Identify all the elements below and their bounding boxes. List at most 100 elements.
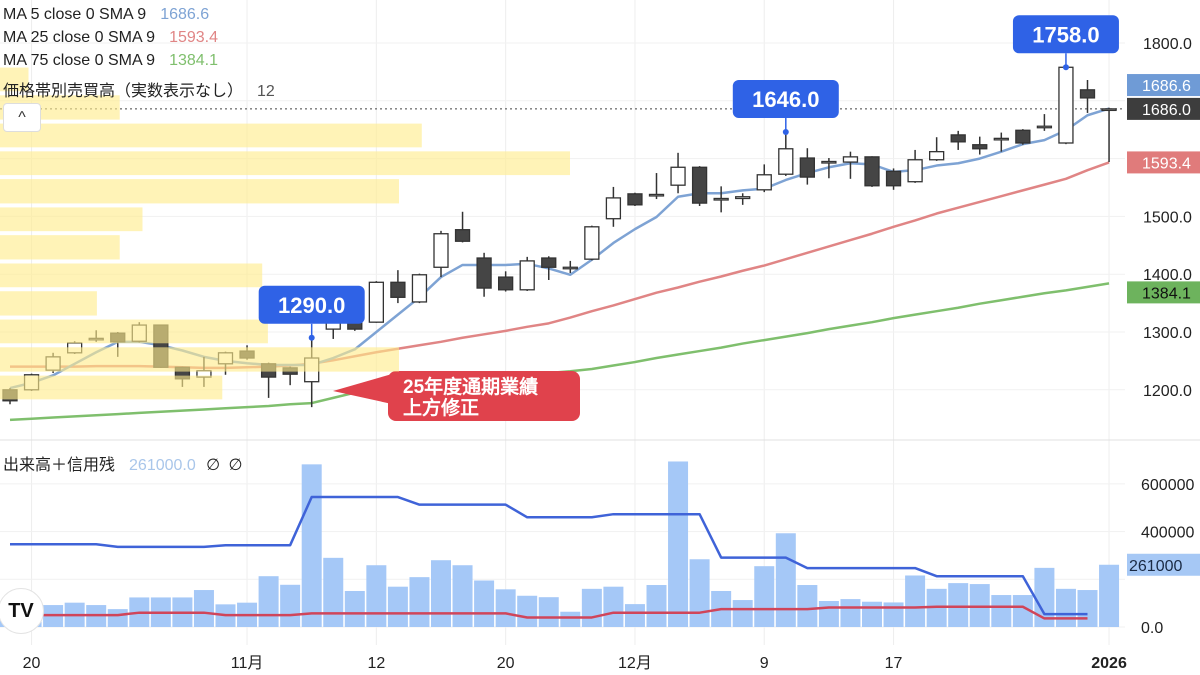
high-price-label: 1290.0 [258, 285, 365, 341]
volume-profile-row [0, 207, 143, 232]
candle-body [648, 193, 665, 197]
candle-body [1058, 66, 1074, 144]
candle-body [368, 281, 385, 323]
candle-body [972, 144, 988, 150]
volume-bar [668, 461, 689, 627]
ma5-line [9, 107, 1110, 390]
legend-ma75-value: 1384.1 [169, 52, 219, 69]
volume-profile-row [0, 67, 29, 92]
time-axis-tick: 12月 [618, 655, 652, 672]
volume-bar [689, 559, 710, 627]
volume-bar [991, 595, 1012, 627]
volume-bar [431, 560, 451, 627]
volume-bar [538, 597, 559, 627]
legend-ma75[interactable]: MA 75 close 0 SMA 9 1384.1 [3, 52, 218, 70]
volume-bar [603, 586, 624, 627]
candle [1101, 107, 1117, 163]
candle [476, 252, 492, 297]
price-tag: 1686.6 [1127, 74, 1200, 97]
time-axis-tick: 20 [23, 655, 41, 672]
price-tag-box [1127, 74, 1200, 97]
candle [735, 193, 751, 205]
candle-body [670, 166, 686, 186]
tradingview-logo[interactable]: TV [0, 588, 44, 634]
callout-pointer [333, 374, 392, 404]
candle [454, 211, 471, 243]
candle-body [1036, 125, 1053, 129]
candle-body [713, 197, 729, 201]
legend-volume-profile[interactable]: 価格帯別売買高（実数表示なし） 12 [3, 77, 275, 101]
candle [842, 151, 859, 179]
price-tag-text: 1686.0 [1142, 102, 1191, 119]
volume-bar [323, 557, 344, 627]
candle-body [1079, 89, 1096, 99]
volume-bar [280, 584, 301, 627]
candle-body [1015, 129, 1031, 144]
volume-bar [474, 580, 495, 627]
candle [1079, 79, 1096, 113]
legend-ma5-label: MA 5 close 0 SMA 9 [3, 6, 147, 23]
callout-box [388, 371, 580, 421]
candle [497, 271, 514, 292]
candle-body [950, 134, 966, 143]
candle [950, 130, 966, 150]
callout-text-line1: 25年度通期業績 [403, 375, 538, 398]
candle [821, 158, 837, 179]
legend-volume-pane[interactable]: 出来高＋信用残 261000.0 ∅ ∅ [3, 451, 243, 475]
high-label-text: 1758.0 [1032, 22, 1099, 47]
candle [972, 136, 988, 155]
volume-bar [1012, 595, 1033, 627]
collapse-legend-button[interactable]: ^ [3, 103, 41, 132]
legend-ma75-label: MA 75 close 0 SMA 9 [3, 52, 156, 69]
volume-bar [344, 590, 365, 627]
chevron-up-icon: ^ [18, 109, 26, 126]
volume-bar [797, 585, 818, 627]
legend-ma25-label: MA 25 close 0 SMA 9 [3, 29, 156, 46]
volume-bar [732, 600, 753, 627]
candle [1036, 114, 1053, 131]
candle [519, 256, 535, 291]
volume-bar [624, 604, 645, 627]
candle [778, 132, 794, 176]
candle-body [993, 137, 1009, 141]
volume-profile-row [0, 291, 97, 316]
candle [1058, 66, 1074, 145]
volume-bar [409, 577, 430, 627]
candle [929, 137, 945, 161]
candle [799, 148, 815, 185]
legend-volume-extra2: ∅ [228, 457, 243, 474]
candle [368, 281, 385, 323]
price-tag-box [1127, 281, 1200, 304]
price-tag: 1686.0 [1127, 97, 1200, 120]
volume-profile-row [0, 123, 422, 148]
volume-tag-text: 261000 [1129, 558, 1182, 575]
legend-ma5-value: 1686.6 [160, 6, 210, 23]
legend-ma25-value: 1593.4 [169, 29, 219, 46]
legend-volume-profile-label: 価格帯別売買高（実数表示なし） [3, 83, 244, 100]
high-label-box [732, 80, 839, 119]
candle-body [476, 257, 492, 289]
legend-ma25[interactable]: MA 25 close 0 SMA 9 1593.4 [3, 29, 218, 47]
candle [691, 166, 708, 206]
candle-body [885, 170, 902, 187]
volume-bar [840, 599, 861, 627]
candle-body [864, 156, 880, 187]
volume-bar [754, 566, 775, 627]
volume-bar [1034, 567, 1055, 627]
legend-ma5[interactable]: MA 5 close 0 SMA 9 1686.6 [3, 6, 209, 24]
volume-bar [107, 609, 128, 627]
price-tag-box [1127, 151, 1200, 174]
candle-body [390, 281, 406, 298]
volume-bar [883, 602, 904, 627]
volume-bar [905, 575, 926, 627]
volume-axis-tick: 600000 [1141, 477, 1194, 494]
candle [864, 156, 880, 187]
volume-axis-tick: 400000 [1141, 525, 1194, 542]
time-axis-tick: 9 [760, 655, 769, 672]
candle [648, 173, 665, 200]
candle [885, 168, 902, 190]
time-axis-tick: 2026 [1091, 655, 1127, 672]
legend-volume-extra1: ∅ [206, 457, 221, 474]
